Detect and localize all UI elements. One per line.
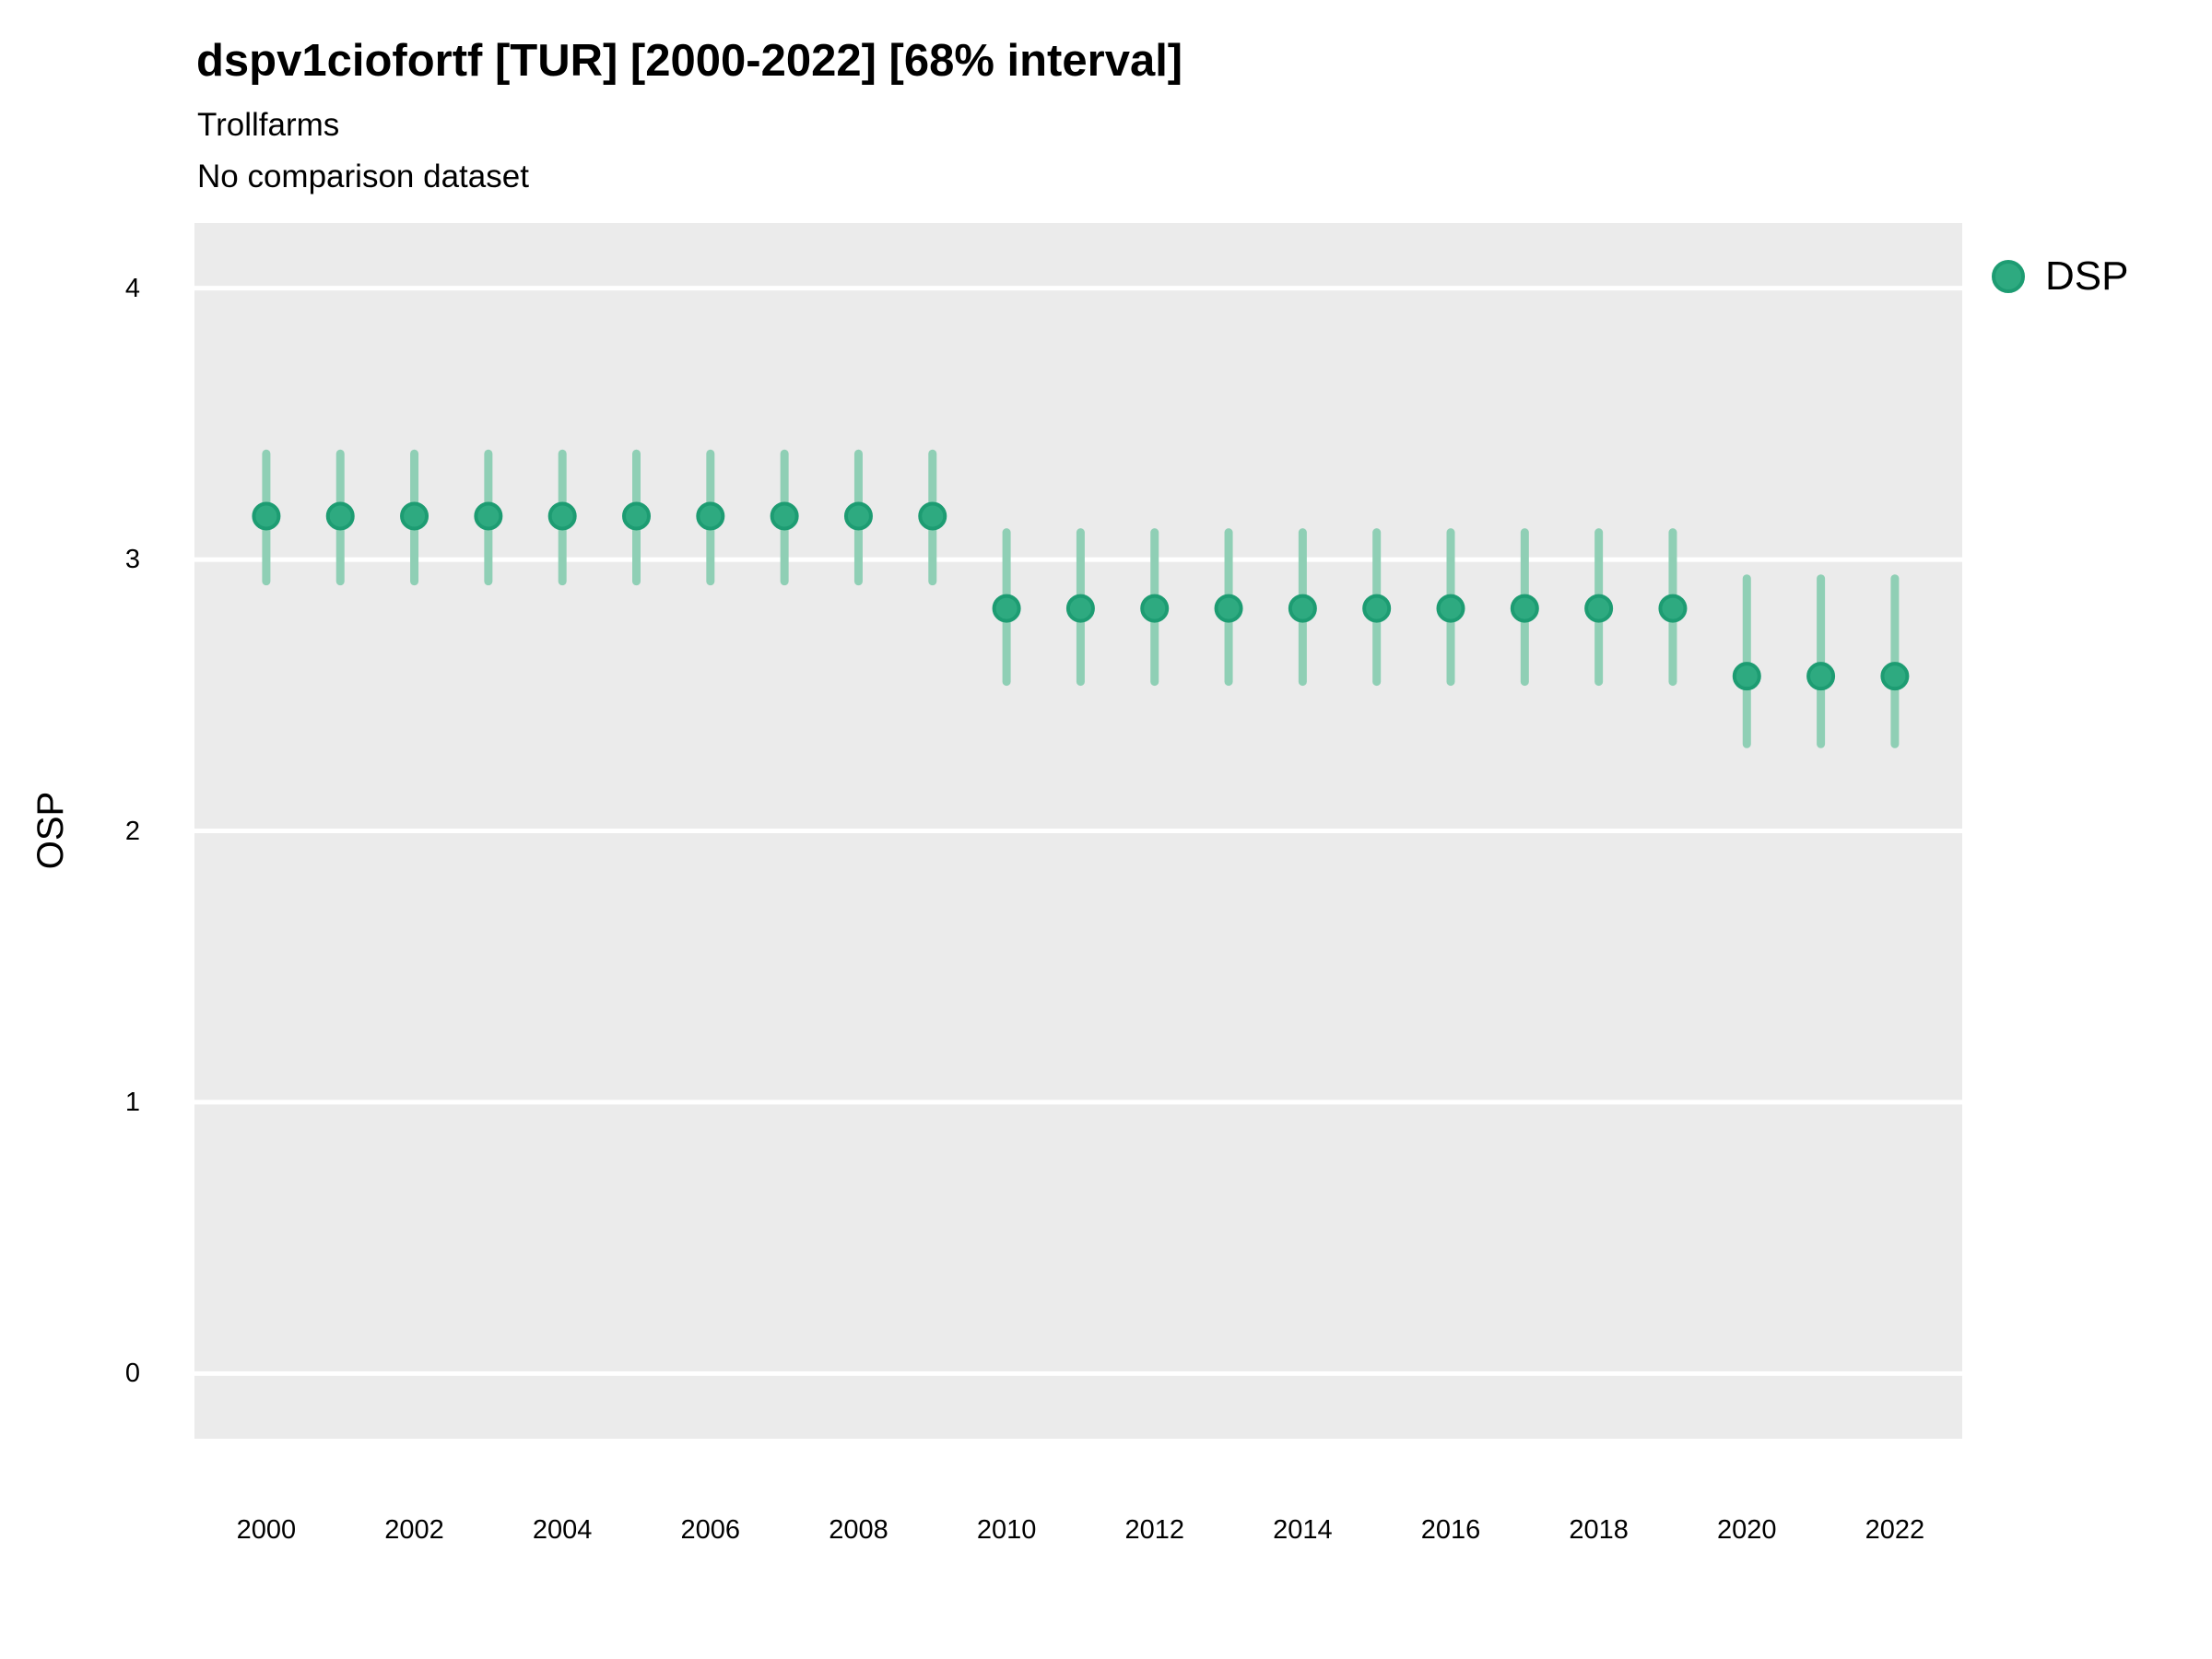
x-tick-label: 2022 — [1865, 1515, 1925, 1545]
data-point — [474, 501, 503, 531]
x-tick-label: 2018 — [1569, 1515, 1629, 1545]
data-point — [1436, 594, 1465, 623]
data-point — [1880, 662, 1910, 691]
data-point — [992, 594, 1021, 623]
data-point — [1140, 594, 1170, 623]
data-point — [1288, 594, 1317, 623]
y-tick-label: 3 — [124, 545, 140, 575]
legend-point-icon — [1992, 260, 2025, 293]
x-tick-label: 2014 — [1273, 1515, 1333, 1545]
data-point — [1584, 594, 1614, 623]
data-point — [622, 501, 651, 531]
x-tick-label: 2000 — [236, 1515, 297, 1545]
data-point — [1510, 594, 1539, 623]
x-tick-label: 2002 — [384, 1515, 444, 1545]
x-tick-label: 2020 — [1717, 1515, 1777, 1545]
x-tick-label: 2010 — [976, 1515, 1037, 1545]
data-point — [325, 501, 355, 531]
data-point — [843, 501, 873, 531]
data-point — [1732, 662, 1761, 691]
legend: DSP — [1992, 254, 2128, 299]
chart-subtitle: Trollfarms — [197, 107, 340, 143]
y-tick-label: 4 — [124, 273, 140, 303]
comparison-note: No comparison dataset — [197, 159, 529, 194]
plot-panel — [194, 223, 1962, 1439]
x-tick-label: 2008 — [829, 1515, 888, 1545]
data-point — [1362, 594, 1392, 623]
y-tick-label: 0 — [124, 1359, 140, 1389]
x-tick-label: 2012 — [1124, 1515, 1184, 1545]
x-tick-label: 2016 — [1420, 1515, 1481, 1545]
data-point — [400, 501, 429, 531]
y-tick-label: 1 — [124, 1087, 140, 1117]
data-point — [1658, 594, 1688, 623]
legend-label: DSP — [2045, 253, 2129, 299]
data-point — [547, 501, 577, 531]
data-point — [1065, 594, 1095, 623]
data-point — [252, 501, 281, 531]
x-tick-label: 2004 — [532, 1515, 593, 1545]
y-tick-label: 2 — [124, 816, 140, 846]
data-point — [696, 501, 725, 531]
y-axis-title: OSP — [30, 791, 71, 870]
data-point — [770, 501, 799, 531]
data-point — [918, 501, 947, 531]
data-point — [1806, 662, 1836, 691]
data-point — [1214, 594, 1243, 623]
chart-title: dspv1ciofortf [TUR] [2000-2022] [68% int… — [196, 36, 1183, 86]
x-tick-label: 2006 — [680, 1515, 741, 1545]
